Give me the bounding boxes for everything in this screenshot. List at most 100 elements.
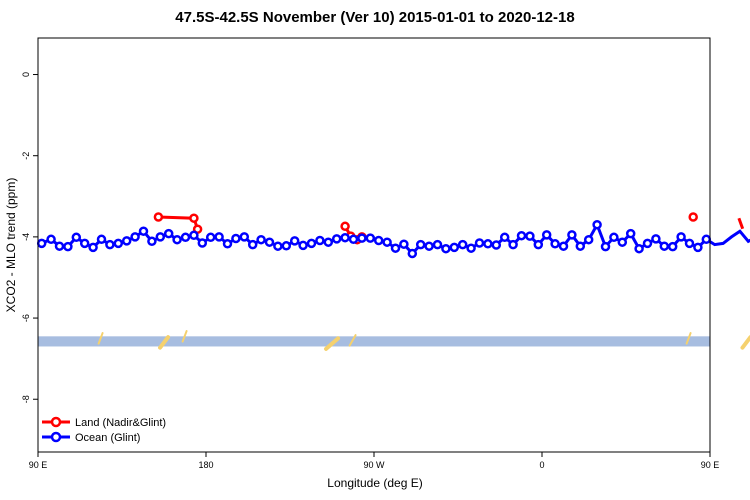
y-tick-label: -6 bbox=[21, 314, 31, 322]
data-point bbox=[113, 238, 124, 249]
data-point bbox=[373, 235, 384, 246]
data-point bbox=[457, 239, 468, 250]
data-point bbox=[256, 234, 266, 245]
data-point bbox=[340, 221, 350, 232]
data-point bbox=[491, 240, 502, 250]
data-point bbox=[684, 238, 695, 249]
x-tick-label: 180 bbox=[198, 460, 213, 470]
data-point bbox=[609, 232, 619, 243]
y-tick-label: -8 bbox=[21, 395, 31, 403]
data-point bbox=[432, 239, 443, 250]
land-band-marker bbox=[324, 336, 341, 351]
legend: Land (Nadir&Glint) Ocean (Glint) bbox=[42, 416, 166, 444]
x-tick-label: 90 E bbox=[29, 460, 48, 470]
data-point bbox=[54, 241, 65, 251]
x-tick-label: 90 W bbox=[363, 460, 385, 470]
data-point bbox=[533, 239, 544, 250]
data-point bbox=[340, 232, 350, 243]
data-point bbox=[239, 232, 250, 242]
series-layer bbox=[36, 212, 750, 259]
data-point bbox=[357, 233, 367, 243]
data-point bbox=[96, 234, 107, 245]
data-point bbox=[642, 238, 653, 249]
data-point bbox=[348, 234, 359, 245]
data-point bbox=[399, 239, 409, 249]
y-tick-label: -4 bbox=[21, 233, 31, 241]
data-point bbox=[676, 232, 686, 242]
data-point bbox=[130, 232, 140, 242]
data-point bbox=[264, 237, 275, 247]
data-point bbox=[499, 232, 510, 243]
data-point bbox=[474, 238, 485, 248]
data-point bbox=[273, 241, 283, 251]
data-point bbox=[592, 219, 602, 230]
data-point bbox=[189, 230, 199, 241]
x-axis-label: Longitude (deg E) bbox=[327, 476, 423, 490]
data-point bbox=[147, 236, 157, 247]
chart-title: 47.5S-42.5S November (Ver 10) 2015-01-01… bbox=[175, 9, 575, 26]
y-tick-label: -2 bbox=[21, 152, 31, 160]
data-point bbox=[189, 213, 199, 223]
data-point bbox=[71, 232, 82, 243]
data-point bbox=[121, 236, 132, 246]
data-point bbox=[331, 234, 342, 244]
data-point bbox=[390, 243, 401, 253]
data-point bbox=[231, 233, 241, 244]
data-point bbox=[323, 237, 334, 247]
data-point bbox=[138, 226, 149, 236]
data-point bbox=[172, 234, 182, 245]
data-point bbox=[688, 212, 698, 222]
legend-marker bbox=[50, 431, 62, 443]
series-ocean bbox=[36, 219, 750, 259]
data-point bbox=[163, 228, 174, 239]
data-point bbox=[541, 230, 552, 240]
data-point bbox=[415, 239, 426, 250]
data-point bbox=[508, 239, 518, 250]
data-point bbox=[281, 241, 292, 251]
axis-layer: 0 -2 -4 -6 -8 90 E 180 90 W 0 90 E bbox=[21, 37, 719, 470]
data-point bbox=[36, 238, 47, 249]
data-point bbox=[46, 234, 56, 245]
data-point bbox=[693, 242, 703, 253]
y-tick-label: 0 bbox=[21, 72, 31, 77]
data-point bbox=[659, 241, 670, 251]
data-point bbox=[466, 243, 476, 253]
land-band-layer bbox=[38, 330, 750, 351]
data-point bbox=[298, 240, 308, 251]
data-point bbox=[180, 232, 191, 243]
data-point bbox=[617, 237, 628, 247]
data-point bbox=[197, 238, 208, 248]
land-band-marker bbox=[181, 330, 188, 343]
data-point bbox=[382, 237, 392, 247]
data-point bbox=[701, 234, 712, 245]
data-point bbox=[651, 234, 661, 244]
series-line bbox=[737, 217, 745, 230]
land-band bbox=[38, 336, 710, 347]
data-point bbox=[583, 234, 594, 245]
data-point bbox=[63, 241, 73, 252]
data-point bbox=[247, 239, 258, 250]
data-point bbox=[575, 241, 586, 251]
land-band-marker bbox=[158, 335, 171, 350]
x-tick-label: 0 bbox=[539, 460, 544, 470]
data-point bbox=[667, 241, 678, 252]
data-point bbox=[634, 243, 644, 254]
data-point bbox=[306, 238, 317, 249]
data-point bbox=[205, 232, 216, 243]
data-point bbox=[88, 242, 98, 253]
data-point bbox=[449, 242, 460, 253]
land-band-marker bbox=[685, 332, 692, 345]
data-point bbox=[365, 233, 376, 243]
data-point bbox=[441, 243, 451, 254]
legend-marker bbox=[50, 416, 62, 428]
legend-label: Ocean (Glint) bbox=[75, 432, 140, 444]
data-point bbox=[214, 232, 224, 242]
land-band-marker bbox=[740, 335, 750, 350]
data-point bbox=[289, 236, 300, 246]
data-point bbox=[600, 241, 611, 252]
data-point bbox=[625, 228, 636, 239]
data-point bbox=[550, 239, 560, 249]
land-band-marker bbox=[97, 332, 104, 345]
data-point bbox=[315, 235, 325, 246]
data-point bbox=[516, 230, 527, 241]
